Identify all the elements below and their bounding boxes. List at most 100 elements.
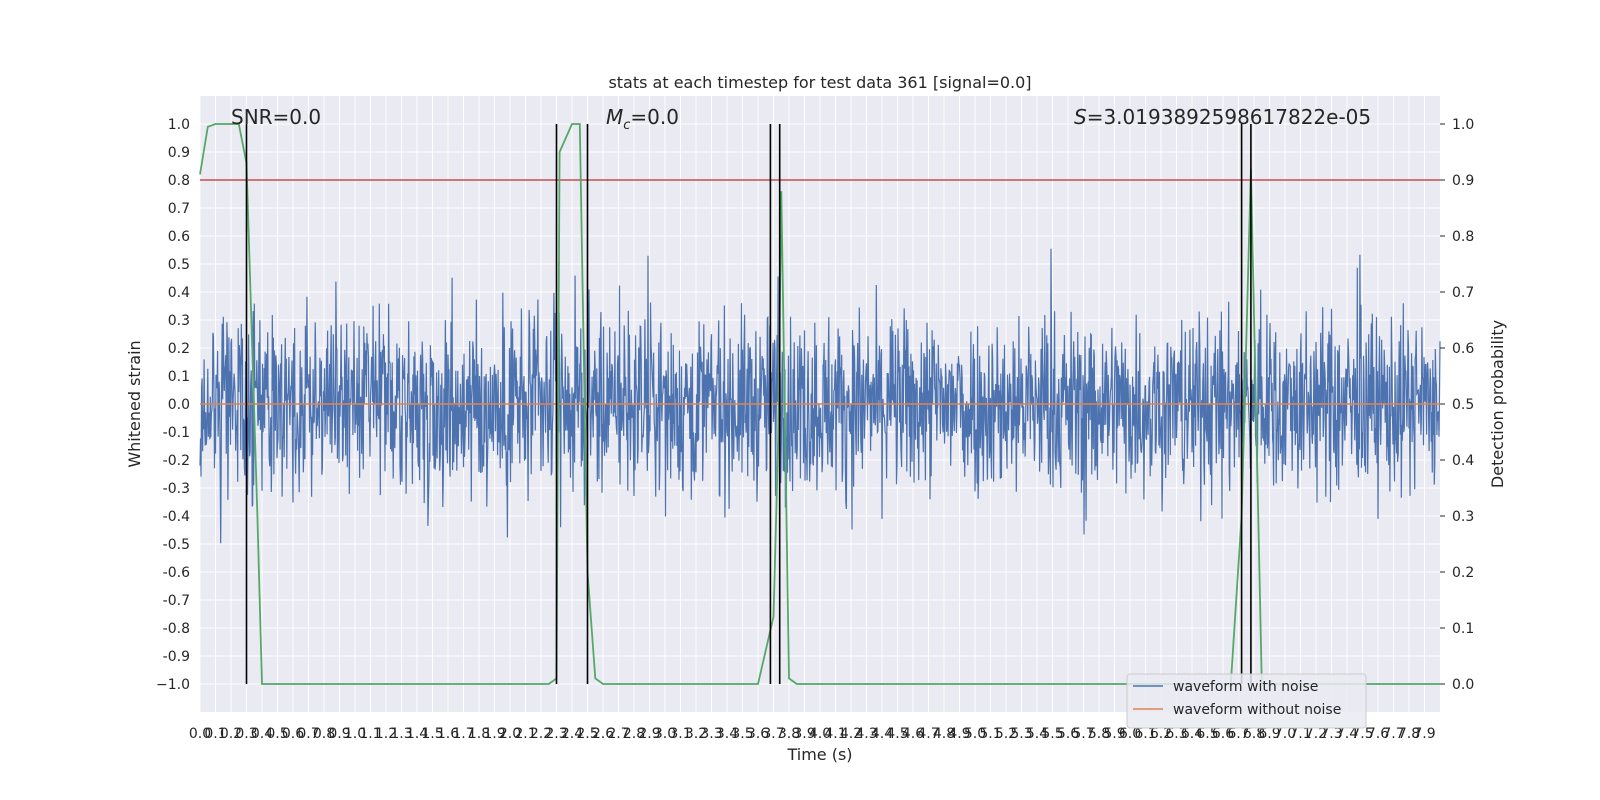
x-tick-label: 2.9	[638, 726, 660, 742]
x-tick-label: 0.4	[251, 726, 273, 742]
x-tick-label: 1.2	[375, 726, 397, 742]
x-tick-label: 4.8	[933, 726, 955, 742]
x-tick-label: 7.5	[1351, 726, 1373, 742]
x-tick-label: 5.7	[1072, 726, 1094, 742]
x-tick-label: 3.7	[762, 726, 784, 742]
y-right-tick-label: 0.9	[1452, 173, 1474, 189]
x-tick-label: 6.9	[1258, 726, 1280, 742]
x-tick-label: 2.8	[623, 726, 645, 742]
y-tick-label: -0.6	[163, 565, 190, 581]
y-right-tick-label: 0.6	[1452, 341, 1474, 357]
x-tick-label: 0.9	[328, 726, 350, 742]
x-tick-label: 0.2	[220, 726, 242, 742]
x-tick-label: 4.6	[902, 726, 924, 742]
legend-box	[1126, 673, 1367, 729]
y-tick-label: 1.0	[168, 117, 190, 133]
x-tick-label: 2.4	[561, 726, 583, 742]
x-tick-label: 0.7	[297, 726, 319, 742]
x-tick-label: 4.3	[855, 726, 877, 742]
y-right-tick-label: 0.2	[1452, 565, 1474, 581]
y-tick-label: -0.5	[163, 537, 190, 553]
mc-subscript: c	[623, 118, 630, 133]
y-tick-label: 0.3	[168, 313, 190, 329]
detection-probability-series	[199, 123, 1440, 685]
y-right-tick-label: 0.4	[1452, 453, 1474, 469]
y-right-tick-label: 0.0	[1452, 677, 1474, 693]
x-tick-label: 4.9	[948, 726, 970, 742]
x-tick-label: 1.7	[452, 726, 474, 742]
x-tick-label: 0.3	[235, 726, 257, 742]
x-ticks: 0.00.10.20.30.40.50.60.70.80.91.01.11.21…	[189, 726, 1436, 742]
y-tick-label: -0.8	[163, 621, 190, 637]
x-tick-label: 3.6	[747, 726, 769, 742]
x-tick-label: 4.0	[809, 726, 831, 742]
detection-probability-line	[199, 123, 1440, 685]
x-tick-label: 7.3	[1320, 726, 1342, 742]
x-tick-label: 6.7	[1227, 726, 1249, 742]
y-right-axis-label: Detection probability	[1488, 320, 1507, 488]
x-tick-label: 7.0	[1274, 726, 1296, 742]
x-tick-label: 6.0	[1119, 726, 1141, 742]
x-tick-label: 6.5	[1196, 726, 1218, 742]
x-tick-label: 4.7	[917, 726, 939, 742]
x-tick-label: 7.6	[1367, 726, 1389, 742]
y-right-tick-label: 0.3	[1452, 509, 1474, 525]
x-tick-label: 3.1	[669, 726, 691, 742]
noisy-waveform-series	[199, 248, 1441, 544]
x-tick-label: 7.8	[1398, 726, 1420, 742]
x-tick-label: 5.2	[995, 726, 1017, 742]
x-tick-label: 3.2	[685, 726, 707, 742]
x-tick-label: 0.0	[189, 726, 211, 742]
x-axis-label: Time (s)	[786, 745, 852, 764]
x-tick-label: 1.6	[437, 726, 459, 742]
legend-label-noisy: waveform with noise	[1173, 679, 1318, 695]
x-tick-label: 5.5	[1041, 726, 1063, 742]
y-tick-label: 0.2	[168, 341, 190, 357]
x-tick-label: 5.4	[1026, 726, 1048, 742]
y-tick-label: -0.1	[163, 425, 190, 441]
x-tick-label: 2.1	[514, 726, 536, 742]
x-tick-label: 7.9	[1413, 726, 1435, 742]
s-value: =3.0193892598617822e-05	[1087, 105, 1371, 129]
x-tick-label: 3.4	[716, 726, 738, 742]
x-tick-label: 5.0	[964, 726, 986, 742]
x-tick-label: 2.3	[545, 726, 567, 742]
y-right-tick-label: 1.0	[1452, 117, 1474, 133]
y-axis-label: Whitened strain	[125, 340, 144, 467]
y-tick-label: -0.4	[163, 509, 190, 525]
x-tick-label: 3.5	[731, 726, 753, 742]
x-tick-label: 1.9	[483, 726, 505, 742]
y-right-tick-label: 0.5	[1452, 397, 1474, 413]
x-tick-label: 4.2	[840, 726, 862, 742]
x-tick-label: 7.7	[1382, 726, 1404, 742]
x-tick-label: 0.8	[313, 726, 335, 742]
x-tick-label: 6.1	[1134, 726, 1156, 742]
x-tick-label: 4.1	[824, 726, 846, 742]
mc-value: =0.0	[630, 105, 679, 129]
y-tick-label: 0.0	[168, 397, 190, 413]
x-tick-label: 6.8	[1243, 726, 1265, 742]
x-tick-label: 2.0	[499, 726, 521, 742]
x-tick-label: 1.0	[344, 726, 366, 742]
y-tick-label: 0.4	[168, 285, 190, 301]
y-tick-label: 0.1	[168, 369, 190, 385]
x-tick-label: 6.3	[1165, 726, 1187, 742]
mc-symbol: M	[606, 105, 623, 129]
x-tick-label: 6.2	[1150, 726, 1172, 742]
noisy-waveform-line	[199, 248, 1441, 544]
x-tick-label: 7.1	[1289, 726, 1311, 742]
y-tick-label: −1.0	[156, 677, 190, 693]
x-tick-label: 7.2	[1305, 726, 1327, 742]
y-tick-label: -0.9	[163, 649, 190, 665]
x-tick-label: 4.5	[886, 726, 908, 742]
x-tick-label: 2.6	[592, 726, 614, 742]
x-tick-label: 5.1	[979, 726, 1001, 742]
y-tick-label: -0.2	[163, 453, 190, 469]
y-right-tick-label: 0.7	[1452, 285, 1474, 301]
y-tick-label: 0.8	[168, 173, 190, 189]
y-right-tick-label: 0.1	[1452, 621, 1474, 637]
x-tick-label: 2.2	[530, 726, 552, 742]
x-tick-label: 7.4	[1336, 726, 1358, 742]
